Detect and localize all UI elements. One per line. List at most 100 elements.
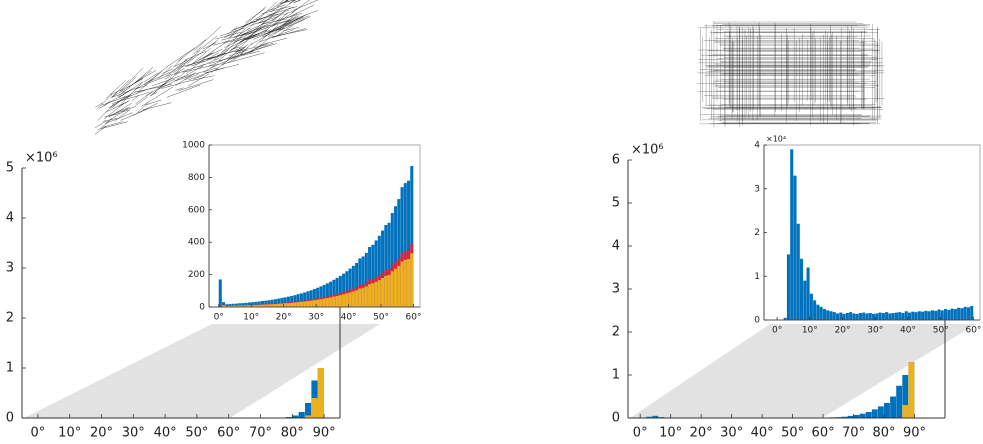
histogram-bar [793,176,796,320]
y-tick-label: 0 [6,411,14,426]
y-tick-label: 4 [6,211,14,226]
histogram-bar [816,305,819,320]
histogram-bar [872,314,875,320]
histogram-bar [371,283,374,307]
x-tick-label: 90° [313,426,336,441]
histogram-bar [287,303,290,307]
histogram-bar [310,301,313,307]
histogram-bar [846,313,849,320]
y-tick-label: 800 [188,173,205,183]
histogram-bar [836,313,839,320]
histogram-bar [326,298,329,307]
x-tick-label: 30° [308,313,324,323]
histogram-bar [404,260,407,307]
histogram-bar [875,313,878,320]
histogram-bar [219,279,222,307]
x-tick-label: 0° [633,426,648,441]
x-tick-label: 20° [276,313,292,323]
x-tick-label: 90° [903,426,926,441]
x-tick-label: 60° [812,426,835,441]
y-tick-label: 1 [612,368,620,383]
histogram-bar [915,312,918,320]
histogram-bar [316,300,319,307]
histogram-bar [365,286,368,307]
histogram-bar [401,261,404,307]
histogram-bar [960,308,963,320]
histogram-bar [970,306,973,320]
histogram-bar [787,254,790,320]
y-axis-multiplier: ×10⁶ [631,143,664,158]
histogram-bar [313,300,316,307]
y-tick-label: 2 [612,325,620,340]
y-tick-label: 0 [754,316,760,326]
page: 0123450°10°20°30°40°50°60°70°80°90°×10⁶0… [0,0,983,444]
y-tick-label: 5 [612,196,620,211]
x-tick-label: 40° [900,326,916,336]
histogram-bar [862,313,865,320]
histogram-bar [879,313,882,320]
histogram-bar [918,311,921,320]
histogram-bar [277,304,280,307]
y-tick-label: 2 [754,228,760,238]
x-tick-label: 80° [281,426,304,441]
y-tick-label: 0 [612,411,620,426]
histogram-bar [901,313,904,320]
histogram-bar [381,278,384,307]
histogram-bar [388,275,391,307]
y-axis-multiplier: ×10⁶ [25,151,58,166]
histogram-bar [849,312,852,320]
histogram-bar [823,309,826,320]
histogram-bar [829,311,832,320]
histogram-bar [911,312,914,320]
histogram-bar [345,293,348,307]
x-tick-label: 70° [249,426,272,441]
histogram-bar [293,302,296,307]
histogram-bar [306,301,309,307]
histogram-bar [951,309,954,320]
histogram-bar [790,149,793,320]
y-tick-label: 3 [6,261,14,276]
x-tick-label: 50° [185,426,208,441]
histogram-bar [280,304,283,307]
histogram-bar [303,301,306,307]
histogram-bar [407,259,410,307]
histogram-bar [885,312,888,320]
histogram-bar [931,310,934,320]
histogram-bar [921,312,924,320]
histogram-bar [843,314,846,320]
histogram-bar [397,266,400,307]
histogram-bar [352,291,355,307]
x-tick-label: 0° [31,426,46,441]
x-tick-label: 30° [867,326,883,336]
histogram-bar [299,412,305,418]
histogram-bar [336,296,339,307]
histogram-bar [878,406,884,418]
histogram-bar [339,295,342,307]
x-tick-label: 20° [690,426,713,441]
histogram-bar [908,313,911,320]
figure: 0123450°10°20°30°40°50°60°70°80°90°×10⁶0… [0,0,983,444]
histogram-bar [890,397,896,419]
histogram-bar [941,310,944,320]
histogram-bar [944,309,947,320]
x-tick-label: 10° [802,326,818,336]
x-tick-label: 60° [217,426,240,441]
histogram-bar [394,269,397,307]
histogram-bar [342,294,345,307]
histogram-bar [908,362,914,418]
histogram-bar [905,311,908,320]
histogram-bar [869,313,872,320]
x-tick-label: 80° [873,426,896,441]
histogram-bar [358,289,361,307]
y-tick-label: 0 [199,303,205,313]
histogram-bar [934,311,937,320]
x-tick-label: 50° [781,426,804,441]
y-tick-label: 400 [188,238,205,248]
histogram-bar [384,276,387,307]
histogram-bar [888,313,891,320]
histogram-bar [349,292,352,307]
y-tick-label: 600 [188,205,205,215]
x-tick-label: 10° [58,426,81,441]
x-tick-label: 20° [835,326,851,336]
x-tick-label: 60° [965,326,981,336]
